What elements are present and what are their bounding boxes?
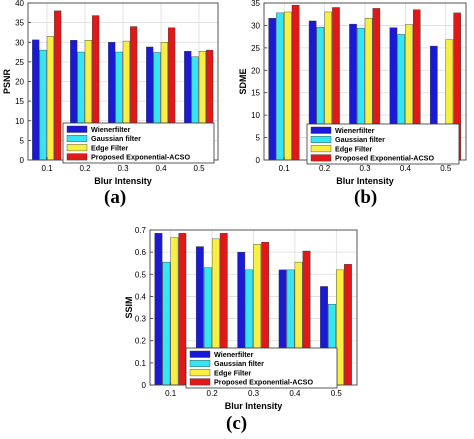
legend-box: [62, 122, 215, 164]
legend-swatch: [66, 153, 88, 161]
bar-wienerfilter: [154, 233, 163, 386]
legend-swatch: [310, 126, 332, 134]
y-tick-label: 5: [256, 134, 261, 143]
x-tick-label: 0.3: [248, 389, 260, 398]
y-tick-label: 15: [251, 89, 260, 98]
y-tick-label: 30: [15, 38, 24, 47]
y-tick-label: 0.6: [135, 248, 147, 257]
bar-edge-filter: [46, 36, 54, 161]
legend-box: [185, 347, 338, 389]
y-tick-label: 0: [256, 156, 261, 165]
x-tick-label: 0.2: [319, 164, 331, 173]
legend-swatch: [189, 360, 211, 367]
legend-box: [306, 123, 460, 165]
y-tick-label: 10: [251, 111, 260, 120]
bar-edge-filter: [336, 269, 344, 386]
bar-proposed-exponential-acso: [291, 5, 300, 161]
chart-sdme: 0 5 10 15 20 25 30 35 0.1 0.2 0.3 0.4 0.5 Blur Intens…: [238, 0, 467, 186]
y-tick-label: 25: [15, 58, 24, 67]
bar-gaussian-filter: [162, 261, 171, 386]
y-axis-label: PSNR: [2, 69, 12, 95]
x-tick-label: 0.1: [41, 164, 53, 173]
bar-edge-filter: [284, 11, 292, 161]
y-tick-label: 0.4: [135, 292, 147, 301]
legend-label: Gaussian filter: [91, 134, 141, 143]
legend-swatch: [66, 125, 88, 133]
y-axis-label: SDME: [238, 68, 248, 94]
y-tick-label: 35: [251, 0, 260, 8]
y-axis-label: SSIM: [124, 296, 134, 318]
y-tick-label: 25: [251, 44, 260, 53]
legend-label: Wienerfilter: [91, 125, 131, 134]
legend-swatch: [66, 134, 88, 142]
x-tick-label: 0.2: [79, 164, 91, 173]
y-tick-label: 40: [15, 0, 24, 8]
legend-label: Edge Filter: [91, 143, 128, 152]
y-tick-label: 20: [15, 78, 24, 87]
bar-wienerfilter: [32, 39, 40, 161]
x-tick-label: 0.5: [440, 164, 452, 173]
bar-gaussian-filter: [39, 49, 47, 161]
y-tick-label: 35: [15, 19, 24, 28]
y-tick-label: 0.3: [135, 315, 147, 324]
x-tick-label: 0.4: [289, 389, 301, 398]
x-axis-label: Blur Intensity: [336, 176, 394, 186]
x-tick-label: 0.5: [193, 164, 205, 173]
chart-ssim: 0 0.1 0.2 0.3 0.4 0.5 0.6 0.7 0.1 0.2 0.3 0.4 0.5 Blu…: [124, 226, 358, 411]
x-tick-label: 0.5: [331, 389, 343, 398]
y-tick-label: 15: [15, 97, 24, 106]
legend-swatch: [66, 144, 88, 152]
y-tick-label: 5: [20, 136, 25, 145]
legend-swatch: [310, 154, 332, 162]
legend-label: Gaussian filter: [214, 359, 264, 368]
legend-label: Wienerfilter: [214, 350, 254, 359]
chart-psnr: 0 5 10 15 20 25 30 35 40 0.1 0.2 0.3 0.4 0.5 Blur Inte…: [2, 0, 219, 186]
y-tick-label: 0: [20, 156, 25, 165]
y-tick-label: 0: [142, 381, 147, 390]
legend-swatch: [189, 378, 211, 386]
legend-label: Wienerfilter: [335, 126, 375, 135]
legend-label: Edge Filter: [335, 144, 372, 153]
legend-label: Edge Filter: [214, 368, 251, 377]
bar-gaussian-filter: [276, 12, 284, 161]
x-tick-label: 0.4: [400, 164, 412, 173]
panel-label-c: (c): [226, 413, 248, 434]
legend-swatch: [189, 369, 211, 377]
x-tick-label: 0.4: [155, 164, 167, 173]
y-tick-label: 0.2: [135, 337, 147, 346]
legend-label: Proposed Exponential-ACSO: [335, 154, 434, 163]
y-tick-label: 10: [15, 117, 24, 126]
y-tick-label: 0.1: [135, 359, 147, 368]
y-tick-label: 0.7: [135, 226, 147, 235]
x-tick-label: 0.1: [279, 164, 291, 173]
legend-label: Proposed Exponential-ACSO: [214, 378, 313, 387]
x-tick-label: 0.1: [165, 389, 177, 398]
bar-edge-filter: [170, 237, 179, 386]
x-tick-label: 0.3: [117, 164, 129, 173]
x-axis-label: Blur Intensity: [225, 401, 283, 411]
panel-label-a: (a): [104, 187, 127, 208]
x-axis-label: Blur Intensity: [94, 176, 152, 186]
bar-wienerfilter: [268, 18, 277, 161]
legend-swatch: [189, 350, 211, 358]
legend-swatch: [310, 135, 332, 143]
y-tick-label: 30: [251, 21, 260, 30]
panel-label-b: (b): [354, 187, 378, 208]
y-tick-label: 20: [251, 66, 260, 75]
legend-label: Gaussian filter: [335, 135, 385, 144]
x-tick-label: 0.3: [359, 164, 371, 173]
legend-swatch: [310, 145, 332, 153]
bar-proposed-exponential-acso: [54, 10, 62, 161]
y-tick-label: 0.5: [135, 270, 147, 279]
bar-proposed-exponential-acso: [344, 264, 352, 386]
legend-label: Proposed Exponential-ACSO: [91, 153, 190, 162]
x-tick-label: 0.2: [207, 389, 219, 398]
bar-proposed-exponential-acso: [178, 233, 187, 386]
